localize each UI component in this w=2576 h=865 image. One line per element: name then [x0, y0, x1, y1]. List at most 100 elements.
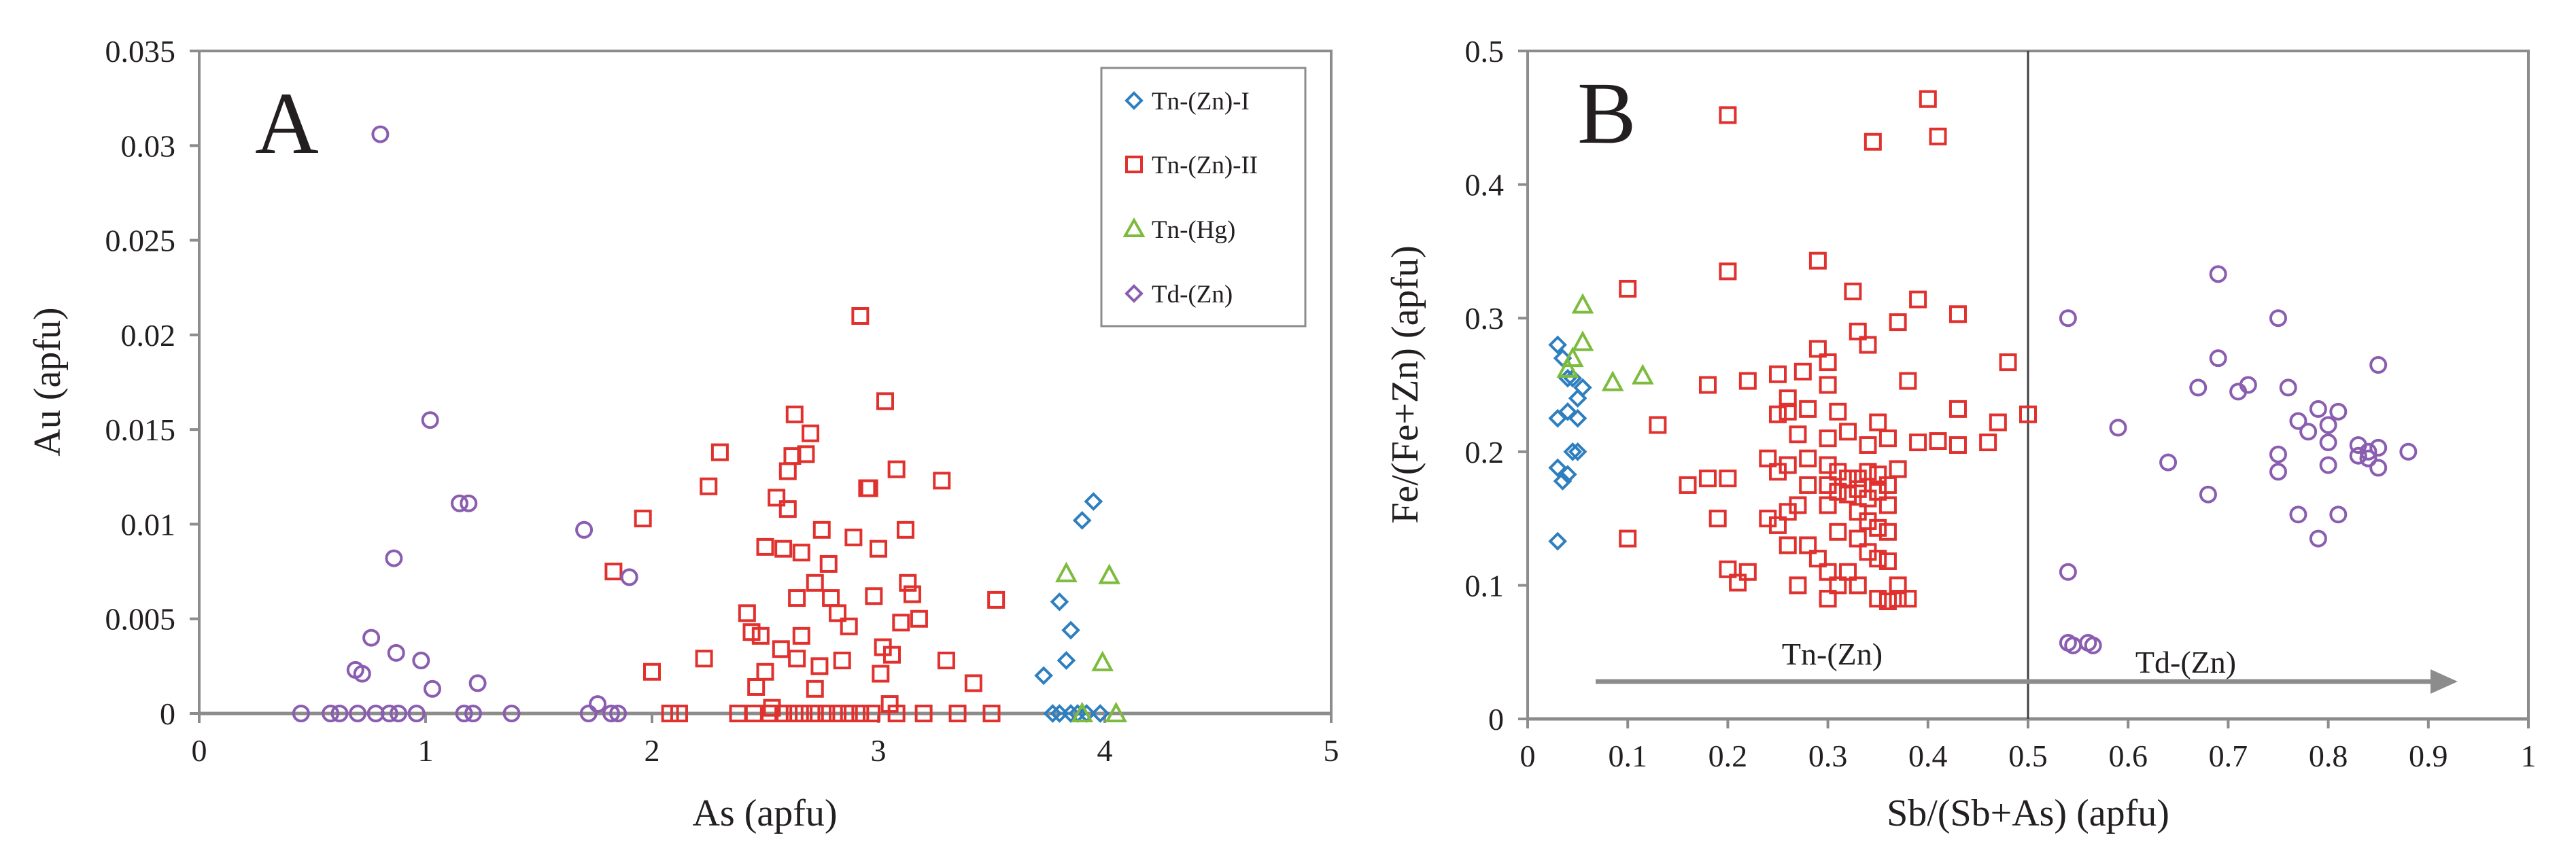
data-point [1061, 620, 1080, 640]
data-point [863, 705, 881, 722]
data-point [829, 705, 847, 722]
data-point [1779, 503, 1797, 521]
panel-b-y-axis-label: Fe/(Fe+Zn) (apfu) [1384, 245, 1426, 523]
data-point [1043, 704, 1063, 723]
data-point [1929, 127, 1947, 145]
data-point [1869, 482, 1887, 501]
y-tick-label: 0.1 [1465, 568, 1505, 603]
data-point [810, 657, 829, 675]
data-point [819, 554, 838, 573]
panel-b-y-ticks: 0 0.1 0.2 0.3 0.4 0.5 [1465, 34, 1528, 737]
data-point [2279, 378, 2297, 397]
data-point [1929, 432, 1947, 451]
data-point [1878, 429, 1897, 448]
data-point [1999, 353, 2017, 372]
data-point [1759, 449, 1777, 467]
x-tick-label: 0.3 [1808, 739, 1848, 773]
data-point [322, 705, 340, 722]
data-point [2319, 416, 2337, 434]
data-point [1573, 378, 1592, 398]
data-point [710, 443, 729, 461]
data-point [1979, 434, 1997, 452]
data-point [1034, 666, 1053, 686]
data-point [778, 500, 797, 518]
data-point [2369, 438, 2388, 457]
data-point [887, 460, 906, 478]
data-point [380, 705, 398, 722]
data-point [602, 705, 621, 722]
data-point [1729, 573, 1747, 592]
data-point [876, 392, 894, 410]
data-point [2289, 412, 2307, 430]
data-point [362, 629, 381, 647]
data-point [2349, 446, 2367, 465]
data-point [1793, 362, 1812, 381]
data-point [1819, 429, 1837, 448]
data-point [1719, 470, 1737, 488]
legend-triangle-icon [1122, 217, 1146, 237]
data-point [1619, 279, 1637, 298]
data-point [882, 646, 901, 664]
x-tick-label: 0.2 [1708, 739, 1748, 773]
data-point [1568, 408, 1587, 428]
panel-a-x-axis-label: As (apfu) [692, 792, 837, 834]
data-point [785, 405, 804, 423]
panel-a-y-axis-label: Au (apfu) [27, 307, 69, 456]
data-point [761, 705, 779, 722]
series-td-zn [292, 125, 638, 722]
data-point [1779, 536, 1797, 554]
data-point [1799, 476, 1817, 494]
data-point [870, 540, 887, 558]
data-point [2084, 636, 2102, 654]
x-tick-label: 4 [1097, 733, 1113, 768]
data-point [366, 705, 385, 722]
y-tick-label: 0.015 [105, 412, 176, 447]
data-point [387, 643, 405, 662]
data-point [2399, 442, 2418, 461]
data-point [2369, 459, 2388, 477]
data-point [589, 695, 607, 713]
data-point [2319, 456, 2337, 474]
x-tick-label: 0.9 [2409, 739, 2448, 773]
data-point [1649, 416, 1667, 434]
legend-label: Tn-(Zn)-I [1152, 88, 1250, 116]
data-point [937, 652, 955, 669]
data-point [2209, 265, 2227, 283]
data-point [1859, 463, 1877, 481]
data-point [2329, 506, 2348, 524]
data-point [349, 705, 367, 722]
data-point [1839, 423, 1857, 441]
region-label-td-zn: Td-(Zn) [2135, 645, 2236, 679]
data-point [774, 705, 793, 722]
data-point [768, 489, 786, 507]
region-label-tn-zn: Tn-(Zn) [1782, 637, 1883, 671]
data-point [1849, 503, 1867, 521]
data-point [1948, 400, 1967, 418]
data-point [1839, 485, 1857, 504]
data-point [1561, 346, 1584, 368]
data-point [575, 520, 594, 539]
data-point [910, 610, 928, 628]
series-td-zn [2059, 265, 2418, 654]
data-point [1889, 460, 1907, 478]
data-point [747, 678, 766, 696]
data-point [2269, 445, 2287, 463]
data-point [788, 589, 806, 607]
data-point [1558, 465, 1577, 484]
data-point [797, 445, 815, 463]
composition-arrow [1596, 669, 2458, 694]
data-point [385, 549, 403, 567]
y-tick-label: 0.02 [121, 318, 176, 353]
data-point [1869, 550, 1887, 568]
data-point [1919, 90, 1937, 108]
panel-b-chart: B 0 0.1 0.2 0.3 0.4 0.5 0.6 0.7 0.8 0.9 1 00.10.20… [1384, 34, 2537, 834]
data-point [812, 520, 831, 539]
data-point [751, 626, 770, 645]
data-point [899, 573, 917, 592]
data-point [1789, 425, 1807, 444]
data-point [792, 626, 810, 645]
data-point [1808, 550, 1827, 568]
data-point [1072, 511, 1092, 530]
data-point [2369, 356, 2388, 374]
data-point [2059, 309, 2077, 328]
